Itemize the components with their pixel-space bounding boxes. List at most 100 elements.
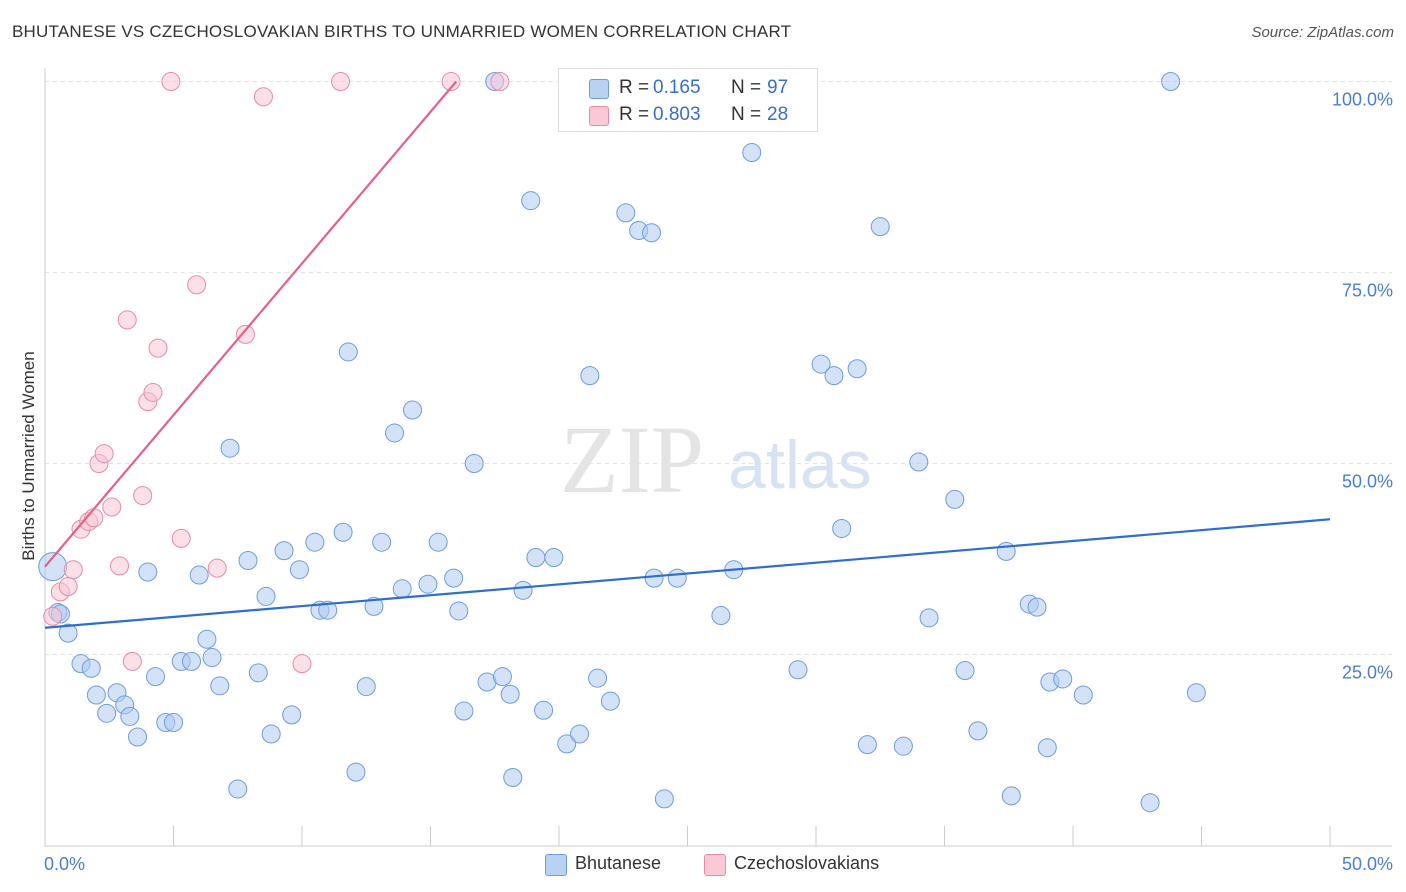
series-legend-swatch-bhutanese [545,854,567,876]
point-bhutanese [128,727,148,747]
y-tick-label: 75.0% [1342,281,1393,301]
point-bhutanese [1037,738,1057,758]
point-czechoslovakians [43,606,63,626]
series-legend-label-bhutanese: Bhutanese [575,853,662,873]
correlation-legend: R = 0.165 N = 97 R = 0.803 N = 28 [558,68,818,132]
point-bhutanese [503,768,523,788]
point-czechoslovakians [110,556,130,576]
point-bhutanese [385,423,405,443]
point-czechoslovakians [122,651,142,671]
point-czechoslovakians [58,577,78,597]
point-bhutanese [847,359,867,379]
legend-r-label: R = [619,77,650,98]
point-czechoslovakians [161,72,181,91]
point-bhutanese [289,560,309,580]
point-bhutanese [164,712,183,732]
point-czechoslovakians [117,310,137,330]
point-bhutanese [428,532,448,552]
point-bhutanese [824,366,844,386]
point-czechoslovakians [207,558,227,578]
point-czechoslovakians [235,324,255,344]
point-bhutanese [955,661,975,681]
point-czechoslovakians [171,528,191,548]
point-czechoslovakians [143,382,163,402]
watermark-zip: ZIP [560,406,704,513]
point-bhutanese [210,676,230,696]
point-bhutanese [81,658,101,678]
point-bhutanese [58,623,78,643]
point-bhutanese [870,217,890,237]
legend-r-value-bhutanese: 0.165 [653,77,701,98]
point-czechoslovakians [441,72,461,91]
point-bhutanese [526,547,546,567]
point-bhutanese [86,685,106,705]
point-bhutanese [189,565,209,585]
point-bhutanese [968,721,988,741]
point-bhutanese [544,547,564,567]
watermark-atlas: atlas [728,427,872,503]
point-czechoslovakians [102,497,122,517]
point-bhutanese [919,608,939,628]
point-bhutanese [654,789,674,809]
point-bhutanese [364,596,384,616]
y-tick-label: 25.0% [1342,663,1393,683]
point-bhutanese [500,684,520,704]
point-bhutanese [346,762,366,782]
point-bhutanese [521,191,541,211]
point-czechoslovakians [292,654,312,674]
tick-labels: 25.0% 50.0% 75.0% 100.0% 0.0% 50.0% [44,90,1393,875]
legend-r-label: R = [619,104,650,125]
point-bhutanese [857,735,877,755]
y-axis-label: Births to Unmarried Women [19,351,38,560]
point-bhutanese [1140,793,1160,813]
point-bhutanese [788,660,808,680]
point-bhutanese [811,354,831,374]
trend-line-czechoslovakians [44,80,458,568]
point-bhutanese [600,691,620,711]
point-bhutanese [248,663,268,683]
point-bhutanese [1001,786,1021,806]
point-czechoslovakians [187,275,207,295]
grid-lines [45,81,1392,655]
trend-lines [44,80,1331,629]
point-bhutanese [333,522,353,542]
series-legend-swatch-czechoslovakians [704,854,726,876]
legend-swatch-bhutanese [589,79,609,99]
point-bhutanese [338,342,358,362]
point-bhutanese [1073,685,1093,705]
point-bhutanese [513,580,533,600]
point-czechoslovakians [490,72,510,91]
legend-row-czechoslovakians: R = 0.803 N = 28 [559,102,817,128]
point-bhutanese [642,223,662,243]
point-bhutanese [945,489,965,509]
point-bhutanese [318,600,338,620]
point-bhutanese [1186,683,1206,703]
axes [44,68,1392,847]
point-bhutanese [644,568,664,588]
series-czechoslovakians-points [43,72,582,674]
point-bhutanese [492,667,512,687]
trend-line-bhutanese [44,518,1331,629]
point-bhutanese [1027,597,1047,617]
point-bhutanese [138,562,158,582]
point-bhutanese [197,629,217,649]
point-bhutanese [120,706,140,726]
point-bhutanese [228,779,248,799]
point-bhutanese [202,648,222,668]
point-bhutanese [305,532,325,552]
point-bhutanese [1053,669,1073,689]
point-bhutanese [220,438,240,458]
point-bhutanese [832,518,852,538]
chart-title: BHUTANESE VS CZECHOSLOVAKIAN BIRTHS TO U… [12,22,792,41]
point-bhutanese [464,454,484,473]
watermark: ZIP atlas [560,406,872,513]
point-bhutanese [146,667,166,687]
point-bhutanese [557,734,577,754]
point-bhutanese [444,568,464,588]
legend-n-label: N = [731,104,762,125]
point-bhutanese [356,677,376,697]
legend-swatch-czechoslovakians [589,106,609,126]
point-bhutanese [403,400,423,420]
point-bhutanese [418,574,438,594]
